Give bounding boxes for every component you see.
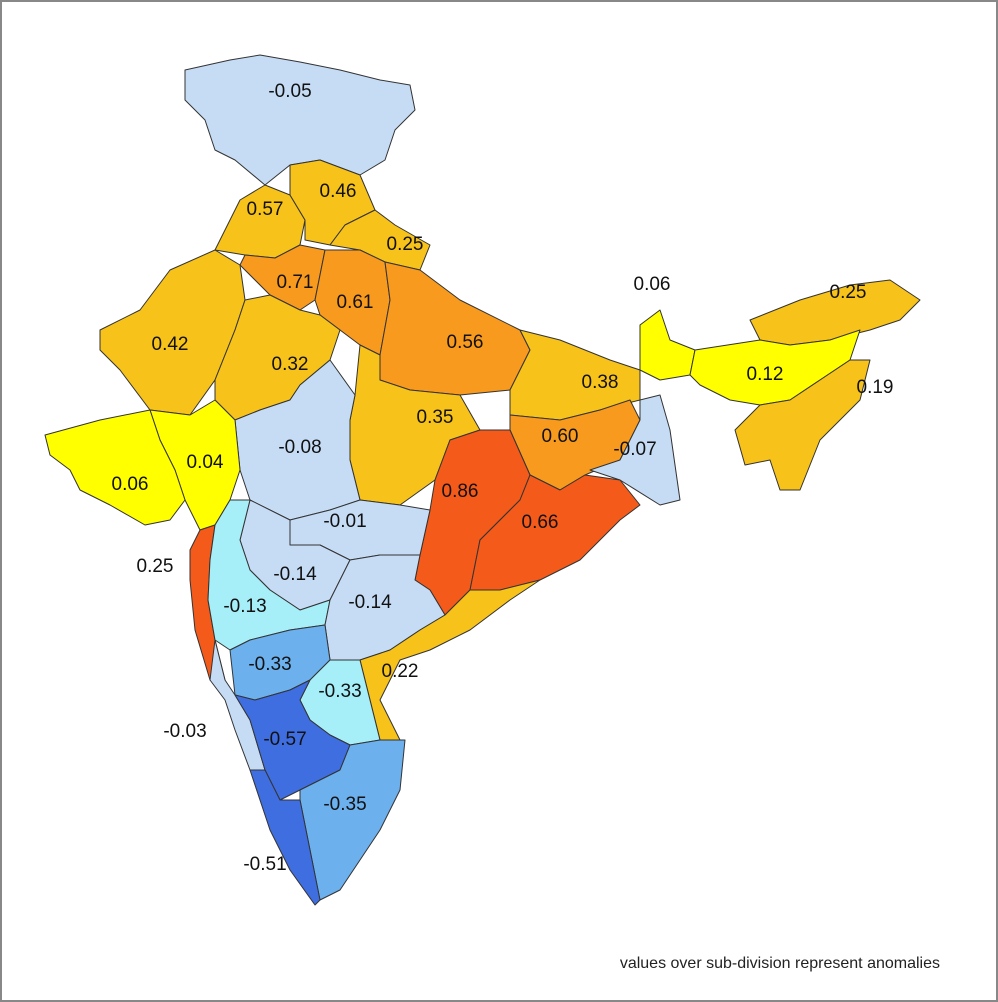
region-label: 0.42 [152,334,189,355]
region-label: 0.71 [277,272,314,293]
region-label: 0.46 [320,181,357,202]
region-label: 0.25 [387,234,424,255]
region-label: 0.60 [542,426,579,447]
region [359,579,541,741]
region-label: -0.51 [243,854,286,875]
region [379,261,531,396]
region-label: -0.08 [278,437,321,458]
region-label: 0.57 [247,199,284,220]
region-label: -0.35 [323,794,366,815]
region-label: -0.14 [273,564,317,585]
region [249,769,321,906]
region-label: 0.12 [747,364,784,385]
region-label: 0.25 [137,556,174,577]
region-label: -0.57 [263,729,306,750]
region [299,739,406,901]
region-label: 0.06 [112,474,149,495]
region-label: -0.33 [248,654,291,675]
region-label: 0.66 [522,512,559,533]
region-label: -0.33 [318,681,361,702]
region-label: -0.14 [348,592,392,613]
region [469,474,641,591]
region-label: 0.25 [830,282,867,303]
region-label: 0.06 [634,274,671,295]
region-label: -0.01 [323,511,366,532]
region-label: 0.19 [857,377,894,398]
region-label: 0.61 [337,292,374,313]
region-label: 0.38 [582,372,619,393]
region-label: 0.32 [272,354,309,375]
labels: -0.05 0.57 0.46 0.25 0.71 0.61 0.56 0.42 0.32 0.3… [112,81,894,875]
region-label: 0.56 [447,332,484,353]
region-label: 0.04 [187,452,224,473]
footnote: values over sub-division represent anoma… [620,955,940,972]
region-label: -0.03 [163,721,206,742]
regions [44,54,921,906]
region-label: 0.35 [417,407,454,428]
region-label: 0.86 [442,481,479,502]
region-label: -0.07 [613,439,656,460]
region [44,409,186,526]
region-label: -0.13 [223,596,266,617]
region [184,54,416,186]
region [589,394,681,506]
region [734,359,871,491]
region-label: 0.22 [382,661,419,682]
region-label: -0.05 [268,81,311,102]
